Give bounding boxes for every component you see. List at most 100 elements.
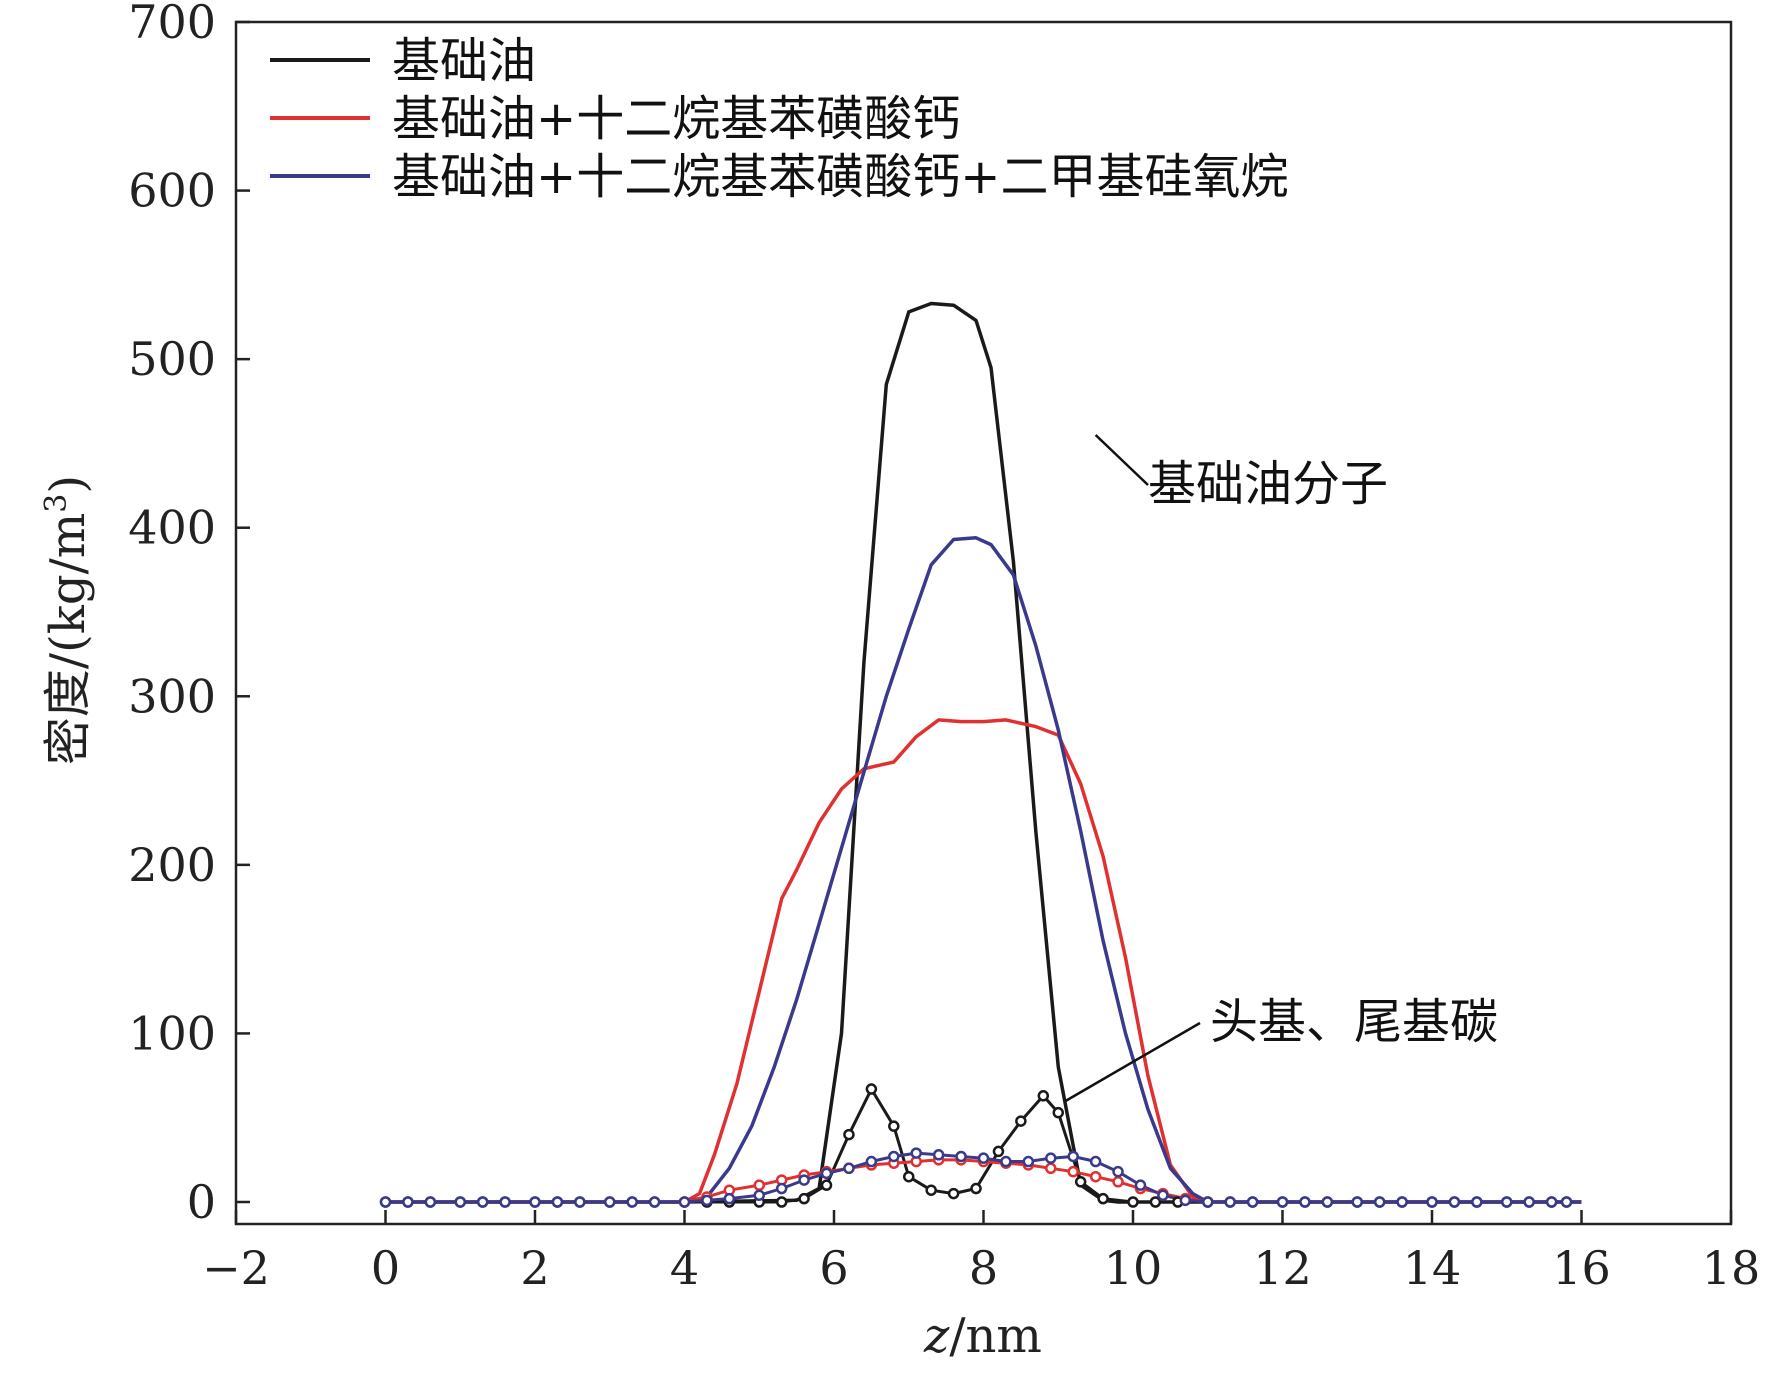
data-point <box>1224 1196 1236 1208</box>
x-tick-label: −2 <box>202 1241 270 1295</box>
data-point <box>1321 1196 1334 1208</box>
data-point <box>1276 1196 1289 1208</box>
y-tick-label: 300 <box>128 669 216 723</box>
data-point <box>551 1196 564 1208</box>
annotation-leader <box>1065 1021 1201 1102</box>
data-point <box>1112 1165 1124 1178</box>
x-tick-label: 16 <box>1552 1241 1611 1295</box>
y-tick-label: 200 <box>128 838 216 892</box>
series-line-2 <box>385 536 1582 1204</box>
data-point <box>798 1192 810 1205</box>
data-point <box>574 1196 586 1208</box>
y-tick-label: 700 <box>128 0 216 49</box>
data-point <box>1015 1115 1027 1127</box>
x-tick-label: 6 <box>819 1241 848 1295</box>
data-point <box>798 1174 810 1186</box>
data-point <box>955 1150 967 1163</box>
y-tick-label: 0 <box>187 1175 216 1229</box>
data-point <box>1426 1196 1438 1208</box>
data-point <box>1000 1155 1012 1168</box>
y-axis-label: 密度/(kg/m3) <box>39 475 96 765</box>
data-point <box>1052 1106 1064 1119</box>
data-point <box>723 1192 736 1205</box>
data-point <box>1373 1196 1386 1208</box>
series-markers <box>379 1083 1573 1208</box>
data-point <box>1037 1090 1050 1102</box>
data-point <box>1045 1162 1057 1175</box>
data-point <box>910 1147 922 1159</box>
data-point <box>1134 1179 1147 1191</box>
y-tick-label: 100 <box>128 1006 216 1060</box>
data-point <box>604 1196 616 1208</box>
data-point <box>1299 1196 1311 1208</box>
data-point <box>970 1182 982 1195</box>
data-point <box>753 1189 765 1202</box>
data-point <box>678 1196 691 1208</box>
y-tick-label: 400 <box>128 501 216 555</box>
data-point <box>1112 1176 1124 1188</box>
data-point <box>925 1184 937 1196</box>
data-point <box>753 1179 765 1191</box>
annotation-label: 基础油分子 <box>1148 456 1388 512</box>
data-point <box>977 1152 990 1164</box>
data-point <box>1179 1194 1192 1207</box>
x-axis-label: z/nm <box>923 1308 1042 1364</box>
data-point <box>1045 1152 1057 1164</box>
data-point <box>932 1149 945 1161</box>
y-tick-label: 600 <box>128 164 216 218</box>
x-tick-label: 0 <box>371 1241 400 1295</box>
data-point <box>1067 1150 1079 1163</box>
legend-label: 基础油+十二烷基苯磺酸钙 <box>392 91 960 147</box>
data-point <box>1089 1170 1102 1183</box>
data-point <box>529 1196 541 1208</box>
data-point <box>888 1120 900 1132</box>
data-point <box>1097 1192 1109 1205</box>
data-point <box>454 1196 466 1208</box>
data-point <box>843 1128 855 1141</box>
data-point <box>648 1196 661 1208</box>
data-point <box>1560 1196 1573 1208</box>
x-tick-label: 4 <box>670 1241 699 1295</box>
data-point <box>820 1167 833 1180</box>
data-point <box>1471 1196 1483 1208</box>
data-point <box>1089 1155 1102 1168</box>
x-tick-label: 10 <box>1104 1241 1163 1295</box>
axis-ticks: −2 0 2 4 6 8 10 12 14 16 18 0 100 200 300 400 500 600 700 <box>128 0 1760 1295</box>
data-point <box>1074 1176 1087 1188</box>
series-line-0 <box>385 301 1582 1204</box>
data-point <box>1523 1196 1535 1208</box>
series-lines <box>385 301 1582 1204</box>
data-point <box>1022 1155 1035 1168</box>
data-point <box>820 1179 833 1191</box>
x-tick-label: 14 <box>1403 1241 1462 1295</box>
legend-label: 基础油+十二烷基苯磺酸钙+二甲基硅氧烷 <box>392 149 1288 205</box>
data-point <box>1545 1196 1558 1208</box>
data-point <box>424 1196 437 1208</box>
data-point <box>992 1145 1005 1158</box>
x-tick-label: 8 <box>969 1241 998 1295</box>
data-point <box>1448 1196 1461 1208</box>
x-tick-label: 2 <box>520 1241 549 1295</box>
data-point <box>1149 1196 1162 1208</box>
data-point <box>1396 1196 1408 1208</box>
data-point <box>1067 1165 1079 1178</box>
data-point <box>947 1187 960 1200</box>
series-line-1 <box>385 718 1582 1204</box>
data-point <box>1501 1196 1513 1208</box>
x-tick-label: 18 <box>1702 1241 1761 1295</box>
y-tick-label: 500 <box>128 332 216 386</box>
annotation-label: 头基、尾基碳 <box>1210 994 1498 1050</box>
data-point <box>499 1196 511 1208</box>
data-point <box>1246 1196 1259 1208</box>
data-point <box>379 1196 392 1208</box>
data-point <box>865 1083 878 1095</box>
data-point <box>1157 1189 1169 1202</box>
data-point <box>1127 1196 1139 1208</box>
data-point <box>888 1150 900 1163</box>
x-tick-label: 12 <box>1253 1241 1312 1295</box>
data-point <box>1202 1196 1214 1208</box>
data-point <box>1351 1196 1363 1208</box>
data-point <box>843 1162 855 1175</box>
